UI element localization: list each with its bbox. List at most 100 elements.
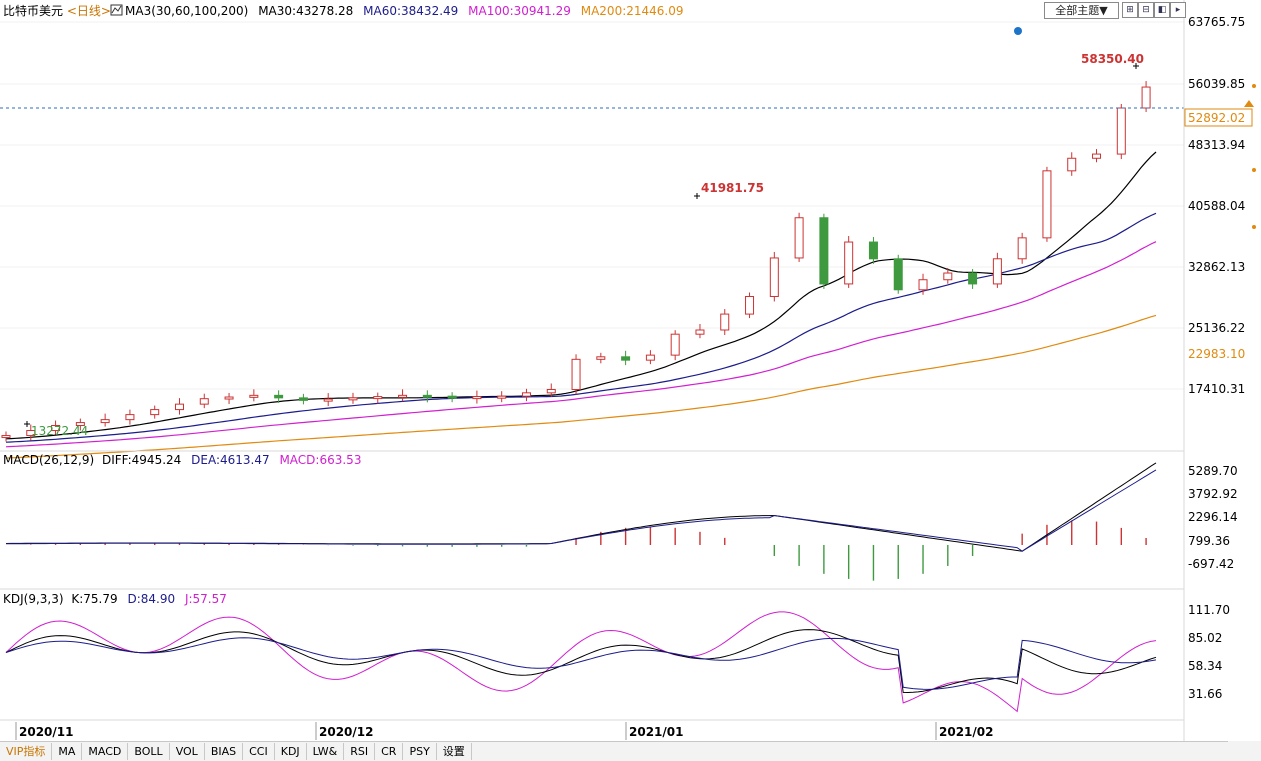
candle[interactable] bbox=[274, 390, 284, 403]
candle[interactable] bbox=[645, 350, 655, 365]
candle-body bbox=[125, 414, 135, 421]
candle[interactable] bbox=[199, 393, 209, 409]
tab-settings[interactable]: 设置 bbox=[437, 743, 472, 760]
candle[interactable] bbox=[1067, 152, 1077, 176]
candle[interactable] bbox=[150, 405, 160, 419]
candle[interactable] bbox=[868, 237, 878, 264]
up-arrow-icon bbox=[1244, 100, 1254, 107]
low-price-annotation: 13272.44 bbox=[31, 424, 88, 438]
candle[interactable] bbox=[348, 392, 358, 404]
candle-body bbox=[844, 241, 854, 285]
candle[interactable] bbox=[521, 388, 531, 402]
moving-average-lines bbox=[5, 151, 1157, 459]
macd-label: MACD(26,12,9) bbox=[3, 453, 94, 467]
candle[interactable] bbox=[125, 409, 135, 425]
tab-ma[interactable]: MA bbox=[52, 743, 83, 760]
date-label: 2021/02 bbox=[939, 725, 993, 739]
candle[interactable] bbox=[769, 251, 779, 302]
tab-cr[interactable]: CR bbox=[375, 743, 404, 760]
candle[interactable] bbox=[893, 254, 903, 294]
candle[interactable] bbox=[1092, 149, 1102, 163]
candle[interactable] bbox=[546, 383, 556, 397]
candle[interactable] bbox=[794, 212, 804, 262]
kdj-tick: 58.34 bbox=[1188, 659, 1222, 673]
tab-rsi[interactable]: RSI bbox=[344, 743, 376, 760]
candle-body bbox=[794, 217, 804, 259]
candle[interactable] bbox=[174, 398, 184, 415]
candle[interactable] bbox=[75, 418, 85, 431]
candle[interactable] bbox=[720, 309, 730, 335]
candle[interactable] bbox=[621, 350, 631, 366]
candle[interactable] bbox=[918, 273, 928, 295]
candle-body bbox=[1042, 170, 1052, 239]
axis-dot-icon bbox=[1252, 168, 1256, 172]
candle-body bbox=[670, 333, 680, 356]
candle[interactable] bbox=[695, 323, 705, 339]
candle[interactable] bbox=[422, 390, 432, 403]
price-tick: 40588.04 bbox=[1188, 199, 1245, 213]
kdj-d-line bbox=[5, 637, 1157, 690]
candle[interactable] bbox=[1, 431, 11, 442]
event-marker-icon[interactable] bbox=[1014, 27, 1022, 35]
candle[interactable] bbox=[323, 393, 333, 407]
candle[interactable] bbox=[373, 392, 383, 404]
candlestick-series[interactable] bbox=[1, 81, 1151, 442]
candle[interactable] bbox=[398, 389, 408, 402]
date-axis: 2020/11 2020/12 2021/01 2021/02 bbox=[15, 722, 993, 740]
tab-cci[interactable]: CCI bbox=[243, 743, 275, 760]
candle[interactable] bbox=[100, 413, 110, 427]
tab-macd[interactable]: MACD bbox=[82, 743, 129, 760]
candle-body bbox=[1017, 237, 1027, 260]
zoom-out-icon[interactable]: ⊟ bbox=[1138, 2, 1154, 18]
ma60-value: MA60:38432.49 bbox=[363, 4, 458, 18]
candle-body bbox=[1, 435, 11, 439]
svg-text:MACD(26,12,9) DIFF:4945.24: MACD(26,12,9) DIFF:4945.24 DEA:4613.47 M… bbox=[3, 453, 361, 467]
tab-vol[interactable]: VOL bbox=[170, 743, 205, 760]
next-icon[interactable]: ▸ bbox=[1170, 2, 1186, 18]
tab-lwr[interactable]: LW& bbox=[307, 743, 345, 760]
candle-body bbox=[769, 257, 779, 297]
candle-body bbox=[992, 258, 1002, 285]
crosshair-marks bbox=[24, 63, 1139, 427]
ma30-value: MA30:43278.28 bbox=[258, 4, 353, 18]
candle[interactable] bbox=[992, 252, 1002, 288]
candle[interactable] bbox=[571, 354, 581, 395]
candle[interactable] bbox=[596, 352, 606, 364]
candle[interactable] bbox=[968, 269, 978, 289]
price-axis: 63765.75 56039.85 48313.94 40588.04 3286… bbox=[1188, 15, 1245, 396]
candle[interactable] bbox=[1017, 232, 1027, 264]
tab-kdj[interactable]: KDJ bbox=[275, 743, 307, 760]
candle[interactable] bbox=[745, 292, 755, 319]
candle[interactable] bbox=[943, 268, 953, 284]
candle[interactable] bbox=[26, 424, 36, 441]
candle[interactable] bbox=[447, 392, 457, 403]
theme-dropdown[interactable]: 全部主题▼ bbox=[1044, 2, 1119, 19]
tab-bias[interactable]: BIAS bbox=[205, 743, 244, 760]
candle[interactable] bbox=[819, 213, 829, 289]
high-price-annotation: 58350.40 bbox=[1081, 52, 1144, 66]
tab-psy[interactable]: PSY bbox=[403, 743, 437, 760]
zoom-in-icon[interactable]: ⊞ bbox=[1122, 2, 1138, 18]
kdj-j-line bbox=[5, 611, 1157, 713]
split-view-icon[interactable]: ◧ bbox=[1154, 2, 1170, 18]
candle-body bbox=[893, 258, 903, 291]
candle[interactable] bbox=[472, 390, 482, 404]
tab-boll[interactable]: BOLL bbox=[128, 743, 170, 760]
candle[interactable] bbox=[844, 236, 854, 288]
candle[interactable] bbox=[51, 420, 61, 435]
candle[interactable] bbox=[670, 330, 680, 361]
candle[interactable] bbox=[497, 391, 507, 403]
tab-vip-indicator[interactable]: VIP指标 bbox=[0, 743, 53, 760]
candle[interactable] bbox=[1116, 103, 1126, 160]
candle[interactable] bbox=[249, 389, 259, 402]
candle[interactable] bbox=[1042, 166, 1052, 242]
kdj-k-line bbox=[5, 629, 1157, 694]
ma100-value: MA100:30941.29 bbox=[468, 4, 571, 18]
candle[interactable] bbox=[298, 393, 308, 405]
macd-panel bbox=[5, 462, 1157, 581]
axis-dot-icon bbox=[1252, 225, 1256, 229]
macd-value: MACD:663.53 bbox=[279, 453, 361, 467]
candle-body bbox=[546, 388, 556, 394]
price-tick: 32862.13 bbox=[1188, 260, 1245, 274]
candle[interactable] bbox=[224, 393, 234, 405]
